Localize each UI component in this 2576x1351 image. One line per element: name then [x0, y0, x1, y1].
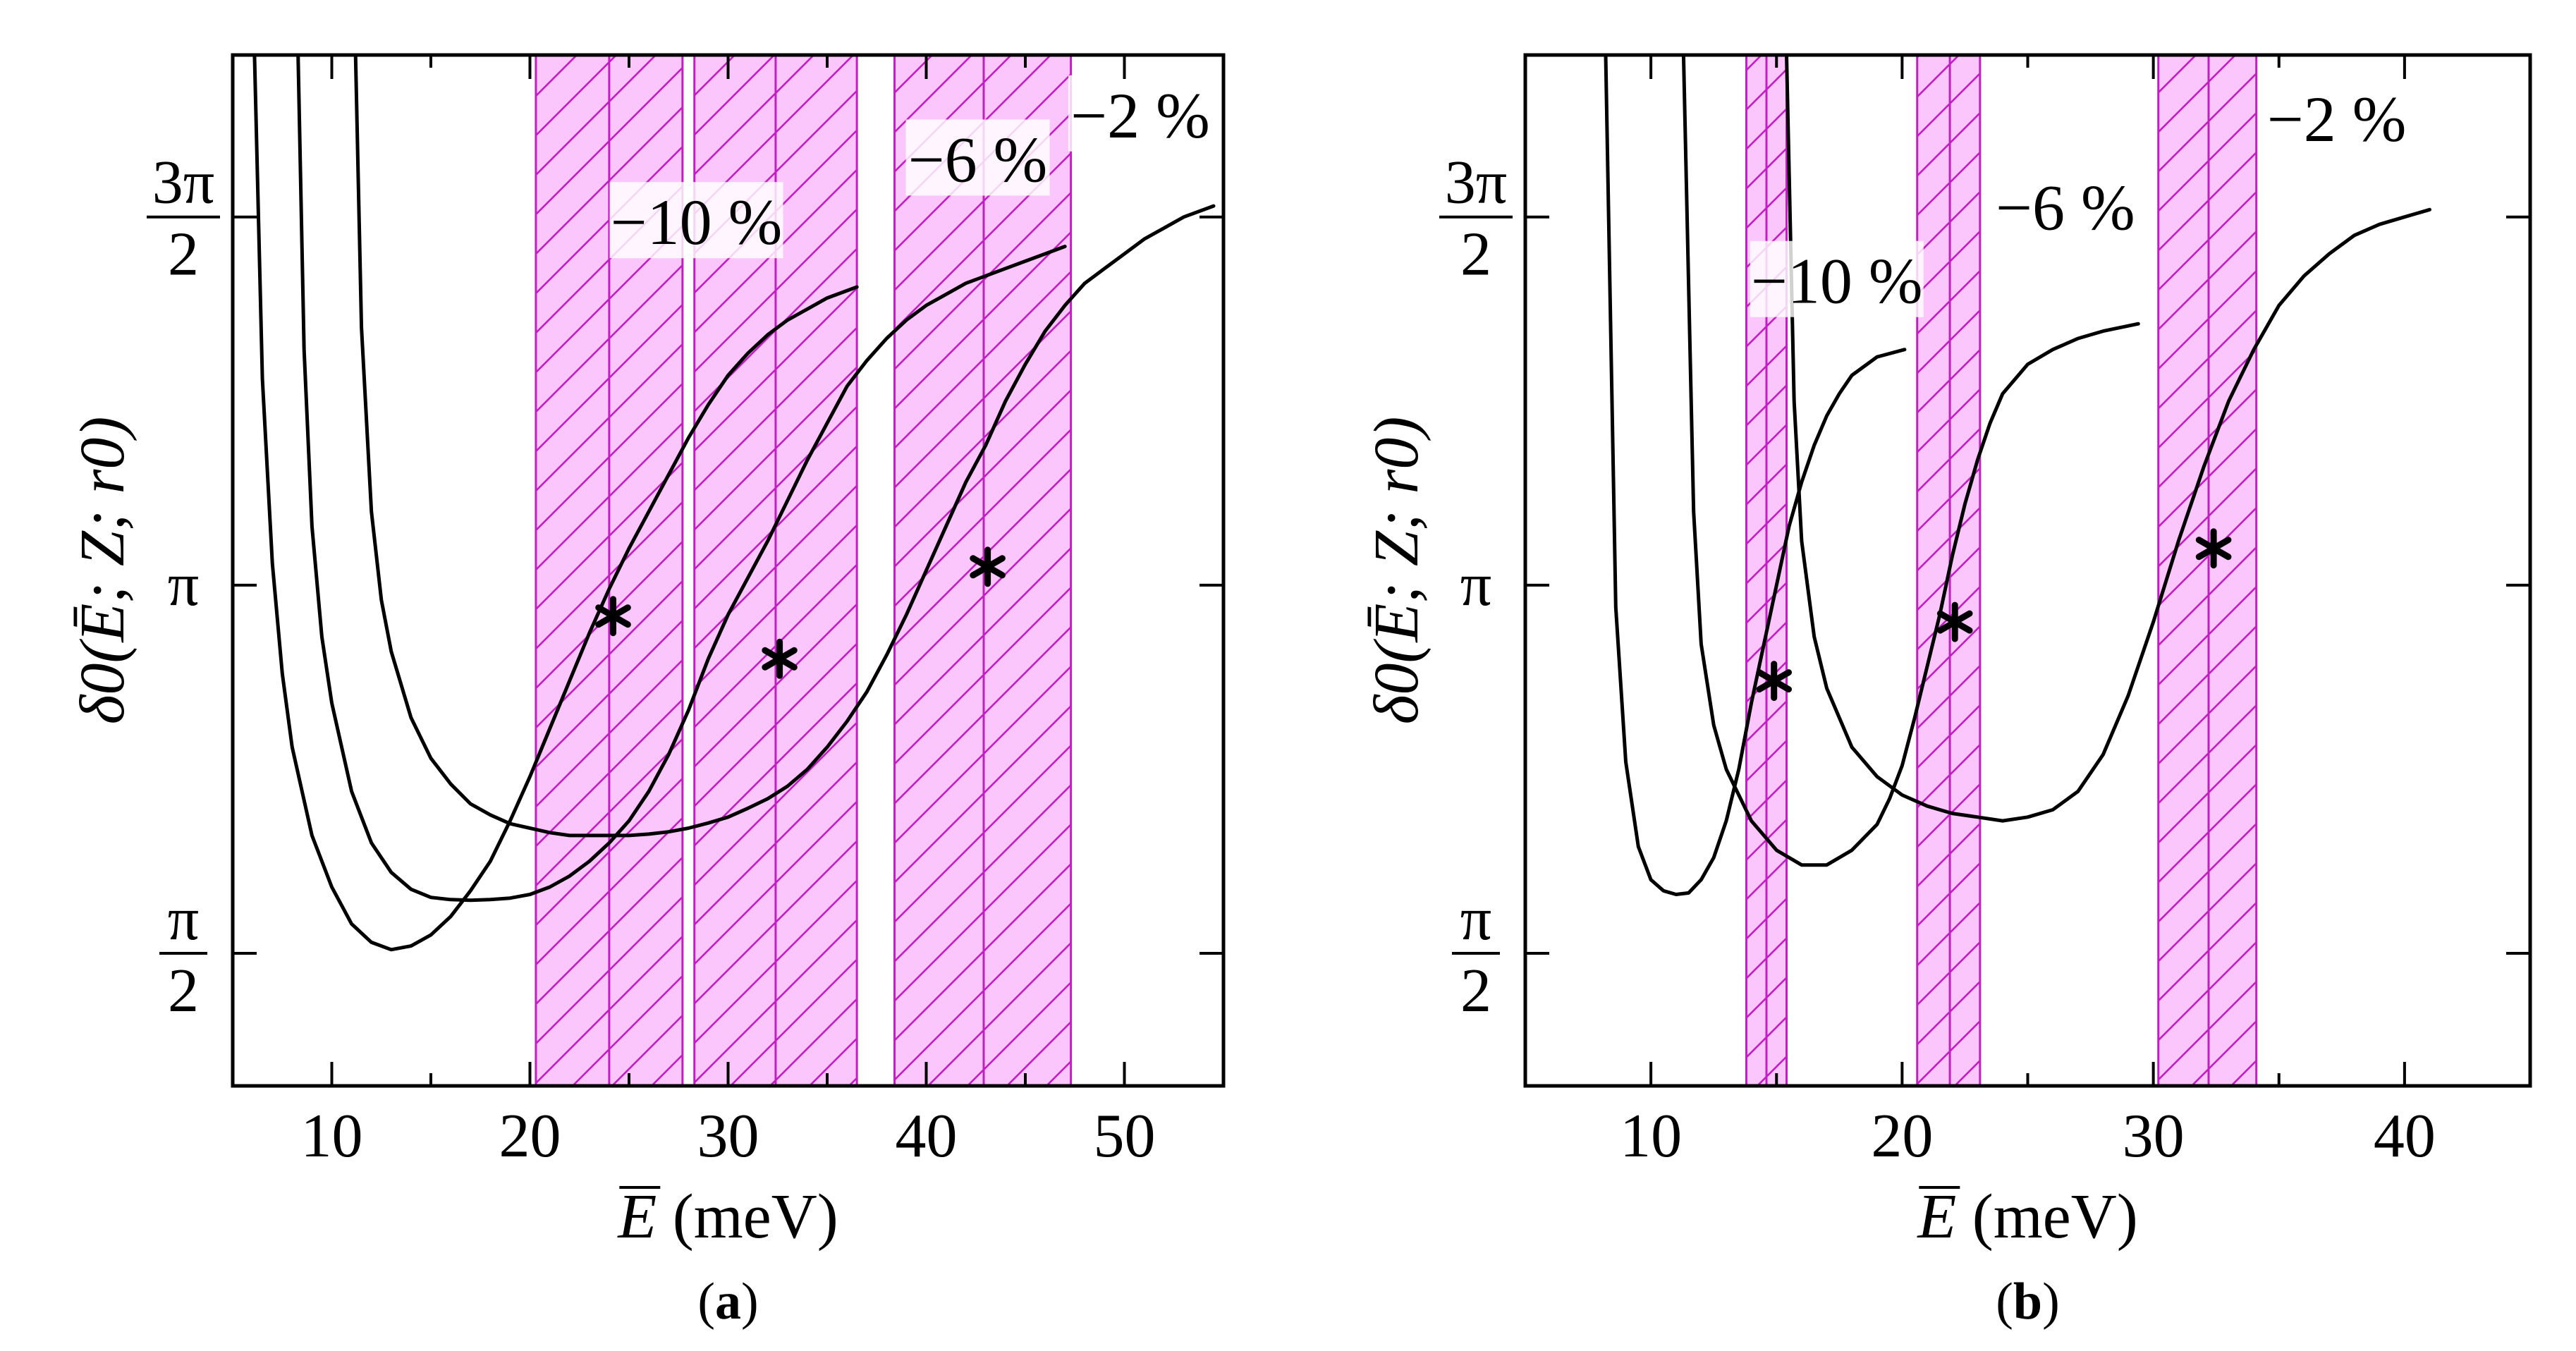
y-tick-label-numerator: π: [168, 885, 199, 953]
panel-label: (a): [697, 1273, 758, 1331]
star-marker: [1936, 601, 1973, 642]
star-marker: [595, 596, 631, 637]
x-tick-label: 40: [896, 1102, 958, 1170]
x-tick-label: 20: [1871, 1102, 1933, 1170]
x-axis-unit: (meV): [1956, 1182, 2137, 1252]
panel-label-close-paren: ): [741, 1273, 759, 1331]
star-marker: [1756, 661, 1792, 702]
y-tick-label-numerator: 3π: [152, 149, 214, 217]
x-tick-label: 40: [2374, 1102, 2436, 1170]
curve-label: −10 %: [1751, 245, 1923, 317]
curve-label: −6 %: [1996, 171, 2135, 243]
curve-label-background: [1750, 240, 1924, 317]
x-tick-label: 10: [301, 1102, 363, 1170]
series-line: [296, 53, 1067, 903]
y-tick-label-denominator: 2: [168, 957, 199, 1025]
curve-label-background: [905, 119, 1050, 196]
y-tick-label-denominator: 2: [1460, 957, 1491, 1025]
y-tick-label: π: [1460, 551, 1491, 619]
star-marker: [762, 638, 798, 679]
panel-label-open-paren: (: [1996, 1273, 2013, 1331]
y-tick-label: π: [168, 551, 199, 619]
y-tick-label-denominator: 2: [1460, 221, 1491, 289]
x-axis-title: E (meV): [616, 1182, 838, 1252]
panel-label-letter: a: [715, 1273, 741, 1331]
x-tick-label: 20: [499, 1102, 561, 1170]
curve-label-background: [2264, 78, 2409, 155]
x-tick-label: 50: [1094, 1102, 1156, 1170]
y-axis-title: δ0(Ē; Z; r0): [68, 417, 138, 725]
series-line: [1604, 53, 1907, 896]
curve-label-background: [609, 182, 783, 259]
band-hatch: [2158, 55, 2257, 1086]
curve-label: −6 %: [908, 123, 1048, 195]
curve-label-background: [1993, 167, 2137, 244]
panel-label-letter: b: [2013, 1273, 2042, 1331]
x-axis-symbol: E: [616, 1182, 657, 1252]
curve-label: −2 %: [1070, 80, 1210, 152]
curve-label: −2 %: [2267, 83, 2407, 155]
x-tick-label: 30: [2123, 1102, 2185, 1170]
star-marker: [2195, 528, 2232, 569]
x-tick-label: 10: [1620, 1102, 1682, 1170]
y-tick-label-numerator: π: [1460, 885, 1491, 953]
series-line: [1785, 53, 2431, 823]
x-axis-title: E (meV): [1916, 1182, 2137, 1252]
panel-label-close-paren: ): [2042, 1273, 2060, 1331]
curve-label: −10 %: [611, 186, 783, 258]
x-axis-unit: (meV): [657, 1182, 838, 1252]
y-tick-label-denominator: 2: [168, 221, 199, 289]
series-line: [353, 53, 1216, 838]
x-tick-label: 30: [697, 1102, 759, 1170]
panel-label: (b): [1996, 1273, 2059, 1331]
series-line: [1681, 53, 2140, 867]
series-line: [252, 53, 859, 952]
y-axis-title: δ0(Ē; Z; r0): [1362, 417, 1432, 725]
y-tick-label-numerator: 3π: [1445, 149, 1507, 217]
curve-label-background: [1068, 75, 1212, 152]
x-axis-symbol: E: [1916, 1182, 1956, 1252]
star-marker: [970, 546, 1006, 587]
panel-label-open-paren: (: [697, 1273, 715, 1331]
